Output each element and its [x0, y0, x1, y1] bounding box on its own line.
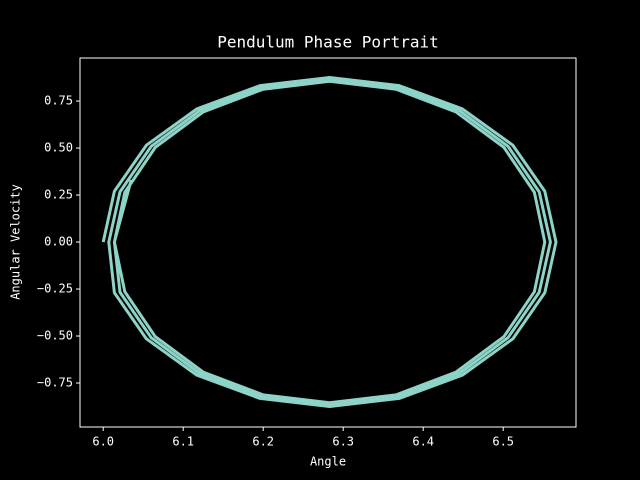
y-tick-label: 0.00 — [44, 235, 73, 249]
y-tick-label: 0.50 — [44, 141, 73, 155]
x-axis-label: Angle — [310, 455, 346, 469]
y-tick-label: 0.75 — [44, 94, 73, 108]
x-tick-label: 6.1 — [172, 435, 194, 449]
phase-line — [101, 76, 558, 409]
x-tick-label: 6.5 — [492, 435, 514, 449]
x-tick-label: 6.4 — [412, 435, 434, 449]
x-tick-label: 6.3 — [332, 435, 354, 449]
y-axis-label: Angular Velocity — [9, 184, 23, 300]
y-tick-label: 0.25 — [44, 188, 73, 202]
y-tick-label: −0.75 — [37, 376, 73, 390]
y-tick-label: −0.50 — [37, 329, 73, 343]
plot-frame — [79, 57, 577, 428]
y-tick-label: −0.25 — [37, 282, 73, 296]
chart-title: Pendulum Phase Portrait — [217, 33, 439, 52]
x-tick-label: 6.2 — [252, 435, 274, 449]
x-tick-label: 6.0 — [92, 435, 114, 449]
